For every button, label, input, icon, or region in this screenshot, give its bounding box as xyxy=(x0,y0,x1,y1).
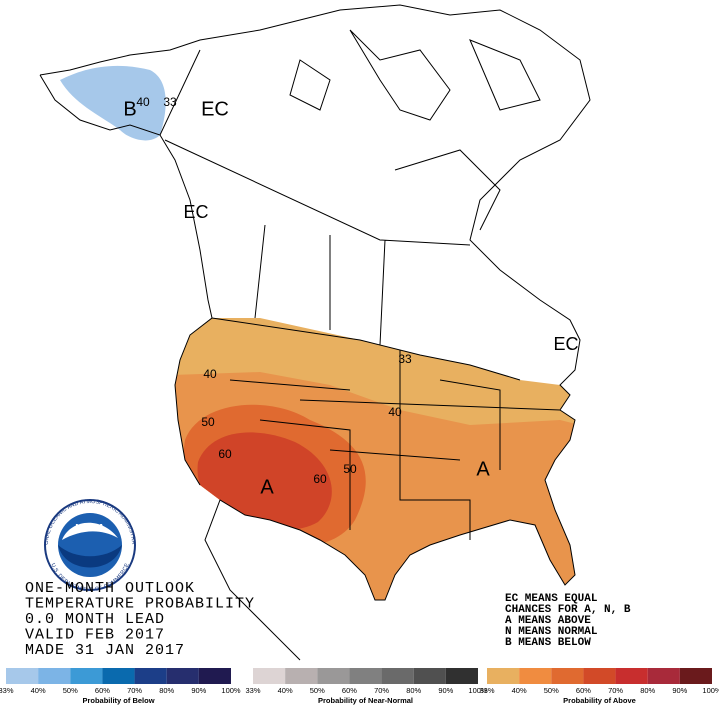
scale-swatch xyxy=(583,668,616,684)
coastlines xyxy=(39,4,591,661)
title-line: TEMPERATURE PROBABILITY xyxy=(25,596,255,613)
scale-title: Probability of Near-Normal xyxy=(318,696,413,705)
map-label: 33 xyxy=(398,352,412,366)
scale-swatch xyxy=(134,668,167,684)
scale-swatch xyxy=(551,668,584,684)
scale-tick: 33% xyxy=(245,686,260,695)
scale-swatch xyxy=(349,668,382,684)
scale-swatch xyxy=(70,668,103,684)
scale-tick: 70% xyxy=(374,686,389,695)
scale-tick: 70% xyxy=(127,686,142,695)
logo-label: NOAA xyxy=(75,523,104,534)
scale-swatch xyxy=(413,668,446,684)
scale-tick: 50% xyxy=(63,686,78,695)
scale-swatch xyxy=(647,668,680,684)
scale-tick: 50% xyxy=(544,686,559,695)
title-line: 0.0 MONTH LEAD xyxy=(25,611,165,628)
scale-tick: 60% xyxy=(576,686,591,695)
scale-tick: 40% xyxy=(512,686,527,695)
scale-tick: 90% xyxy=(672,686,687,695)
scale-swatch xyxy=(519,668,552,684)
scale-tick: 50% xyxy=(310,686,325,695)
legend-note: EC MEANS EQUAL xyxy=(505,593,598,605)
title-line: ONE-MONTH OUTLOOK xyxy=(25,580,195,597)
map-label: 40 xyxy=(136,95,150,109)
map-label: 60 xyxy=(313,472,327,486)
map-label: 40 xyxy=(388,405,402,419)
scale-tick: 90% xyxy=(438,686,453,695)
map-label: B xyxy=(123,98,136,120)
below-region xyxy=(60,65,166,141)
map-label: 33 xyxy=(163,95,177,109)
map-label: 50 xyxy=(343,462,357,476)
map-label: EC xyxy=(201,98,229,120)
scale-swatch xyxy=(445,668,478,684)
title-line: MADE 31 JAN 2017 xyxy=(25,642,185,659)
scale-swatch xyxy=(381,668,414,684)
scale-tick: 90% xyxy=(191,686,206,695)
scale-swatch xyxy=(253,668,286,684)
scale-tick: 33% xyxy=(479,686,494,695)
scale-tick: 70% xyxy=(608,686,623,695)
scale-title: Probability of Below xyxy=(82,696,154,705)
title-line: VALID FEB 2017 xyxy=(25,627,165,644)
scale-tick: 60% xyxy=(342,686,357,695)
scale-swatch xyxy=(38,668,71,684)
legend-note: A MEANS ABOVE xyxy=(505,615,591,627)
scale-tick: 80% xyxy=(640,686,655,695)
scale-tick: 100% xyxy=(468,686,488,695)
scale-swatch xyxy=(6,668,39,684)
map-label: EC xyxy=(183,202,208,222)
scale-tick: 40% xyxy=(31,686,46,695)
map-label: A xyxy=(260,476,274,498)
legend-note: B MEANS BELOW xyxy=(505,637,591,649)
scale-tick: 40% xyxy=(278,686,293,695)
logo-gull xyxy=(62,522,118,540)
logo-wave xyxy=(58,545,122,568)
scale-tick: 100% xyxy=(702,686,719,695)
scale-swatch xyxy=(285,668,318,684)
scale-swatch xyxy=(615,668,648,684)
legend-note: CHANCES FOR A, N, B xyxy=(505,604,631,616)
map-label: EC xyxy=(553,334,578,354)
scale-tick: 60% xyxy=(95,686,110,695)
scale-tick: 80% xyxy=(406,686,421,695)
scale-swatch xyxy=(679,668,712,684)
scale-title: Probability of Above xyxy=(563,696,636,705)
map-label: A xyxy=(476,458,490,480)
scale-tick: 33% xyxy=(0,686,14,695)
scale-swatch xyxy=(487,668,520,684)
scale-tick: 100% xyxy=(221,686,241,695)
scale-swatch xyxy=(198,668,231,684)
map-label: 50 xyxy=(201,415,215,429)
scale-swatch xyxy=(166,668,199,684)
above-60-region xyxy=(197,432,332,530)
legend-note: N MEANS NORMAL xyxy=(505,626,598,638)
scale-swatch xyxy=(102,668,135,684)
scale-swatch xyxy=(317,668,350,684)
map-label: 60 xyxy=(218,447,232,461)
map-label: 40 xyxy=(203,367,217,381)
scale-tick: 80% xyxy=(159,686,174,695)
